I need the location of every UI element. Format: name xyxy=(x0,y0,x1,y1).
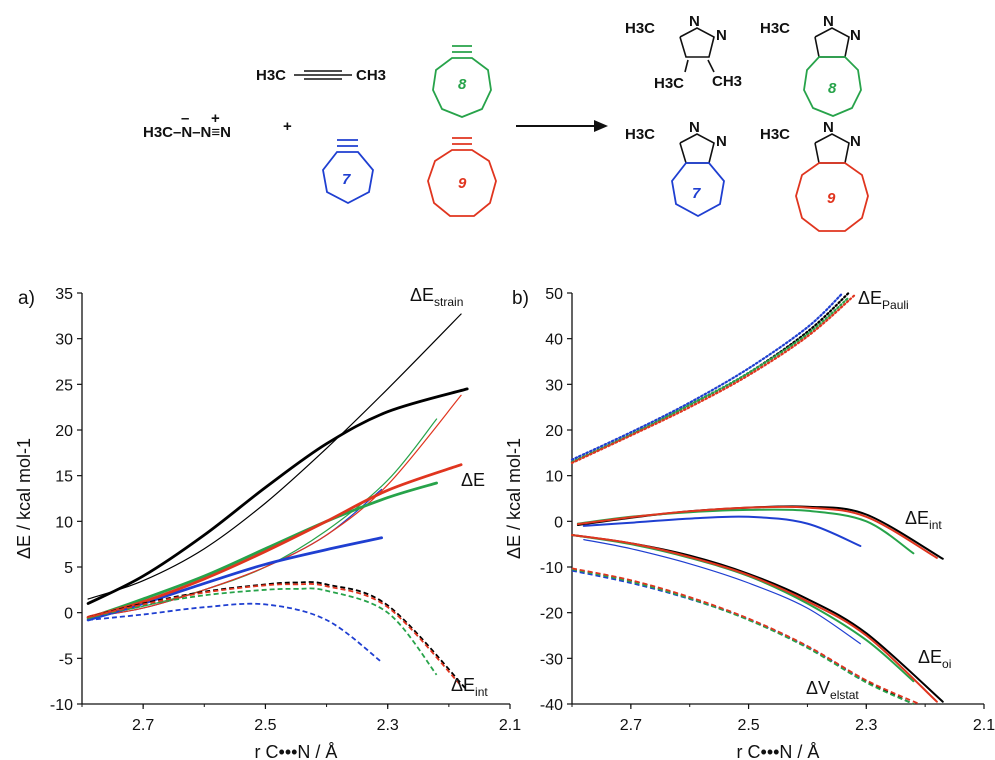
series-line-int-parent xyxy=(87,581,468,691)
product2-methyl-n: H3C xyxy=(760,20,790,37)
product2-n3: N xyxy=(850,27,861,44)
reaction-arrow xyxy=(516,120,608,132)
product4-methyl-n: H3C xyxy=(760,126,790,143)
annotation-sub: strain xyxy=(434,295,463,309)
x-tick-label: 2.1 xyxy=(499,717,521,734)
panel-a-series xyxy=(86,313,469,691)
y-tick-label: 15 xyxy=(55,469,73,486)
series-line-strain-9 xyxy=(87,394,462,618)
series-line-strain-7 xyxy=(87,488,383,618)
product1-methyl-c5: H3C xyxy=(654,75,684,92)
product-triazole-7: H3C N N 7 xyxy=(625,119,727,218)
product3-n3: N xyxy=(716,133,727,150)
product1-n3: N xyxy=(716,27,727,44)
series-line-total-7 xyxy=(86,536,383,622)
product3-methyl-n: H3C xyxy=(625,126,655,143)
ring-label-8: 8 xyxy=(458,76,467,93)
x-tick-label: 2.5 xyxy=(254,717,276,734)
annotation-int: ΔEint xyxy=(451,675,488,699)
product3-ring-label: 7 xyxy=(692,185,701,202)
y-tick-label: 10 xyxy=(55,514,73,531)
series-line-total-parent xyxy=(86,387,469,605)
product4-n3: N xyxy=(850,133,861,150)
butyne: H3C CH3 xyxy=(256,67,386,84)
series-line-strain-8 xyxy=(87,418,438,618)
y-tick-label: -5 xyxy=(59,651,73,668)
cyclononyne-9 xyxy=(427,137,497,217)
panel-a-xlabel: r C•••N / Å xyxy=(255,742,338,760)
y-tick-label: 5 xyxy=(64,560,73,577)
product-dimethyltriazole: H3C N N H3C CH3 xyxy=(625,13,742,92)
annotation-total: ΔE xyxy=(461,470,485,490)
y-tick-label: 20 xyxy=(55,423,73,440)
ring-label-9: 9 xyxy=(458,175,467,192)
methyl-azide: H3C–N–N≡N – + xyxy=(143,110,231,141)
product4-ring-label: 9 xyxy=(827,190,836,207)
x-tick-label: 2.7 xyxy=(132,717,154,734)
product-triazole-8: H3C N N 8 xyxy=(760,13,862,117)
annotation-main: ΔE xyxy=(410,285,434,305)
butyne-methyl-right: CH3 xyxy=(356,67,386,84)
butyne-methyl-left: H3C xyxy=(256,67,286,84)
azide-minus-charge: – xyxy=(181,110,189,127)
panel-a-ylabel: ΔE / kcal mol-1 xyxy=(14,438,34,559)
product1-methyl-c4: CH3 xyxy=(712,73,742,90)
series-line-total-9 xyxy=(86,463,463,619)
annotation-main: ΔE xyxy=(451,675,475,695)
product4-n2: N xyxy=(823,119,834,136)
y-tick-label: 35 xyxy=(55,286,73,303)
annotation-sub: int xyxy=(475,685,488,699)
y-tick-label: -10 xyxy=(50,697,73,714)
series-line-int-9 xyxy=(87,583,462,687)
panel-a-axes: 35 30 25 20 15 10 5 0 -5 -10 2.7 2.5 2.3 2.1 xyxy=(50,286,521,734)
series-line-int-8 xyxy=(87,587,438,676)
product2-ring-label: 8 xyxy=(828,80,837,97)
product1-methyl-n: H3C xyxy=(625,20,655,37)
annotation-strain: ΔEstrain xyxy=(410,285,463,309)
azide-formula: H3C–N–N≡N xyxy=(143,124,231,141)
x-tick-label: 2.3 xyxy=(377,717,399,734)
cyclooctyne-8 xyxy=(432,45,492,118)
series-line-total-8 xyxy=(86,481,438,620)
series-line-strain-parent xyxy=(87,313,462,600)
reaction-scheme: H3C–N–N≡N – + + H3C CH3 7 8 9 xyxy=(143,13,869,232)
ring-label-7: 7 xyxy=(342,171,351,188)
product3-n2: N xyxy=(689,119,700,136)
panel-label-a: a) xyxy=(18,288,35,309)
cycloheptyne-7 xyxy=(322,139,374,205)
annotation-main: ΔE xyxy=(461,470,485,490)
product1-n2: N xyxy=(689,13,700,30)
product-triazole-9: H3C N N 9 xyxy=(760,119,869,232)
azide-plus-charge: + xyxy=(211,110,220,127)
series-line-int-7 xyxy=(88,602,383,663)
product2-n2: N xyxy=(823,13,834,30)
y-tick-label: 0 xyxy=(64,606,73,623)
y-tick-label: 25 xyxy=(55,377,73,394)
panel-a-ylabel-text: ΔE / kcal mol-1 xyxy=(14,438,34,559)
plus-sign: + xyxy=(283,118,292,135)
y-tick-label: 30 xyxy=(55,332,73,349)
